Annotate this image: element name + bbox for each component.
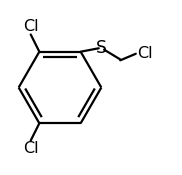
Text: S: S [96,39,107,57]
Text: Cl: Cl [137,46,153,61]
Text: Cl: Cl [23,19,39,34]
Text: Cl: Cl [23,141,39,156]
